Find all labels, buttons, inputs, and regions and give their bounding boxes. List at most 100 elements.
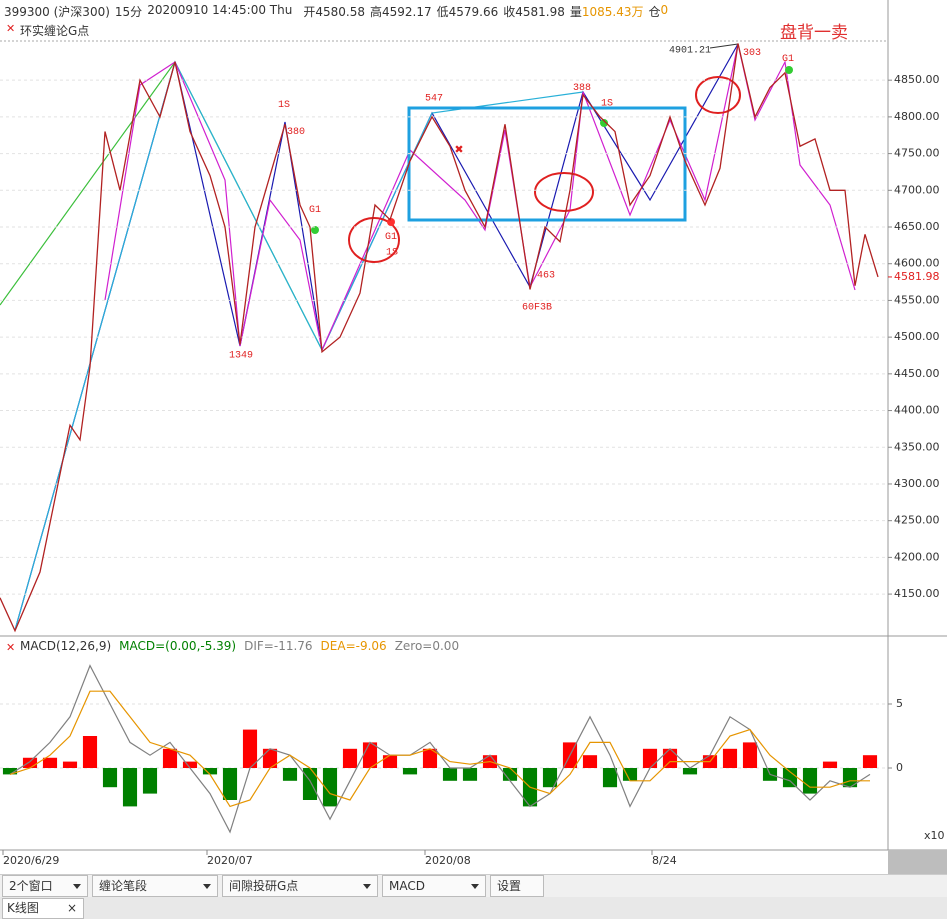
- dropdown-arrow[interactable]: [203, 876, 211, 896]
- macd-bar: [282, 768, 298, 781]
- highlight-circle: [534, 172, 594, 212]
- macd-bar: [402, 768, 418, 775]
- y-tick-label: 4600.00: [894, 257, 940, 270]
- x-tick-label: 2020/6/29: [3, 854, 59, 867]
- macd-bar: [302, 768, 318, 800]
- annotation: G1: [385, 232, 397, 243]
- legend-entry: DIF=-11.76: [244, 639, 313, 653]
- x-tick-label: 2020/07: [207, 854, 253, 867]
- close-icon[interactable]: ✕: [6, 22, 15, 35]
- tab[interactable]: MACD: [382, 875, 486, 897]
- macd-bar: [462, 768, 478, 781]
- x-tick-label: 8/24: [652, 854, 677, 867]
- annotation: 1S: [386, 248, 398, 259]
- macd-bar: [322, 768, 338, 807]
- macd-bar: [442, 768, 458, 781]
- macd-bar: [222, 768, 238, 800]
- macd-bar: [382, 755, 398, 768]
- dropdown-arrow[interactable]: [73, 876, 81, 896]
- arrow-shape: [73, 884, 81, 889]
- highlight-circle: [695, 76, 741, 114]
- datetime: 20200910 14:45:00 Thu: [147, 3, 293, 17]
- x-tick-label: 2020/08: [425, 854, 471, 867]
- y-tick-label: 4750.00: [894, 147, 940, 160]
- y-tick-label: 4450.00: [894, 367, 940, 380]
- macd-bar: [602, 768, 618, 788]
- open: 开4580.58: [303, 5, 365, 19]
- tab[interactable]: 缠论笔段: [92, 875, 218, 897]
- macd-bar: [782, 768, 798, 788]
- legend-entry: Zero=0.00: [394, 639, 460, 653]
- y-tick-label: 4800.00: [894, 110, 940, 123]
- tab-label: 2个窗口: [9, 879, 53, 893]
- annotation: 1S: [601, 99, 613, 110]
- annotation: 1349: [229, 350, 253, 361]
- legend-entry: MACD=(0.00,-5.39): [119, 639, 237, 653]
- y-tick-label: 4150.00: [894, 587, 940, 600]
- signal-dot: [311, 226, 319, 234]
- chart: ✖ 盘背一卖 ✕ ✕ 4150.00 4200.00 4250.00 4300.00 4…: [0, 0, 947, 874]
- bottom-bar: K线图 ×: [0, 897, 947, 919]
- macd-bar: [262, 748, 278, 768]
- tab[interactable]: 2个窗口: [2, 875, 88, 897]
- symbol: 399300 (沪深300): [4, 5, 110, 19]
- macd-bar: [162, 748, 178, 768]
- tab-label: 间隙投研G点: [229, 879, 299, 893]
- leader-line: [709, 43, 739, 49]
- volume-label: 量: [569, 5, 582, 19]
- signal-dot: [387, 218, 395, 226]
- indicator-title: 环实缠论G点: [20, 24, 90, 38]
- macd-bar: [342, 748, 358, 768]
- zigzag-line: [104, 43, 856, 352]
- macd-bar: [642, 748, 658, 768]
- signal-dot: [785, 66, 793, 74]
- macd-bar: [802, 768, 818, 794]
- y-tick-label: 4650.00: [894, 220, 940, 233]
- annotation: 1S: [278, 100, 290, 111]
- tab[interactable]: 间隙投研G点: [222, 875, 378, 897]
- y-tick-label: 4200.00: [894, 550, 940, 563]
- macd-bar: [722, 748, 738, 768]
- bottom-tab[interactable]: K线图 ×: [2, 898, 84, 919]
- tab-label: MACD: [389, 879, 425, 893]
- annotation: G1: [782, 54, 794, 65]
- macd-bar: [422, 748, 438, 768]
- arrow-shape: [363, 884, 371, 889]
- y-tick-label: 4400.00: [894, 404, 940, 417]
- macd-line: [9, 690, 870, 808]
- low: 低4579.66: [436, 5, 499, 19]
- annotation: 4901.21: [669, 46, 711, 57]
- macd-bar: [582, 755, 598, 768]
- tab[interactable]: 设置: [490, 875, 544, 897]
- macd-bar: [122, 768, 138, 807]
- macd-bar: [202, 768, 218, 775]
- macd-bar: [862, 755, 878, 768]
- y-tick-label: 4850.00: [894, 73, 940, 86]
- period: 15分: [114, 5, 143, 19]
- y-tick-label: 5: [896, 697, 903, 710]
- macd-bar: [102, 768, 118, 788]
- annotation: 463: [537, 270, 555, 281]
- annotation: 303: [743, 48, 761, 59]
- y-tick-label: 4350.00: [894, 440, 940, 453]
- macd-bar: [822, 761, 838, 768]
- annotation: 380: [287, 127, 305, 138]
- tab-label: 缠论笔段: [99, 879, 148, 893]
- dropdown-arrow[interactable]: [471, 876, 479, 896]
- macd-title: MACD(12,26,9): [20, 639, 112, 653]
- close-icon[interactable]: ✕: [6, 641, 15, 654]
- close: 收4581.98: [503, 5, 565, 19]
- signal-dot: [600, 119, 608, 127]
- highlight-circle: [348, 217, 400, 263]
- arrow-shape: [203, 884, 211, 889]
- tab-bar: 2个窗口 缠论笔段 间隙投研G点 MACD 设置: [0, 874, 947, 897]
- macd-bar: [62, 761, 78, 768]
- bottom-tab-label: K线图: [7, 901, 39, 915]
- volume: 1085.43万: [581, 5, 644, 19]
- annotation: 547: [425, 93, 443, 104]
- macd-bar: [22, 757, 38, 768]
- header-row: 399300 (沪深300) 15分 20200910 14:45:00 Thu…: [4, 3, 668, 20]
- bottom-tab-close[interactable]: ×: [66, 901, 77, 915]
- dropdown-arrow[interactable]: [363, 876, 371, 896]
